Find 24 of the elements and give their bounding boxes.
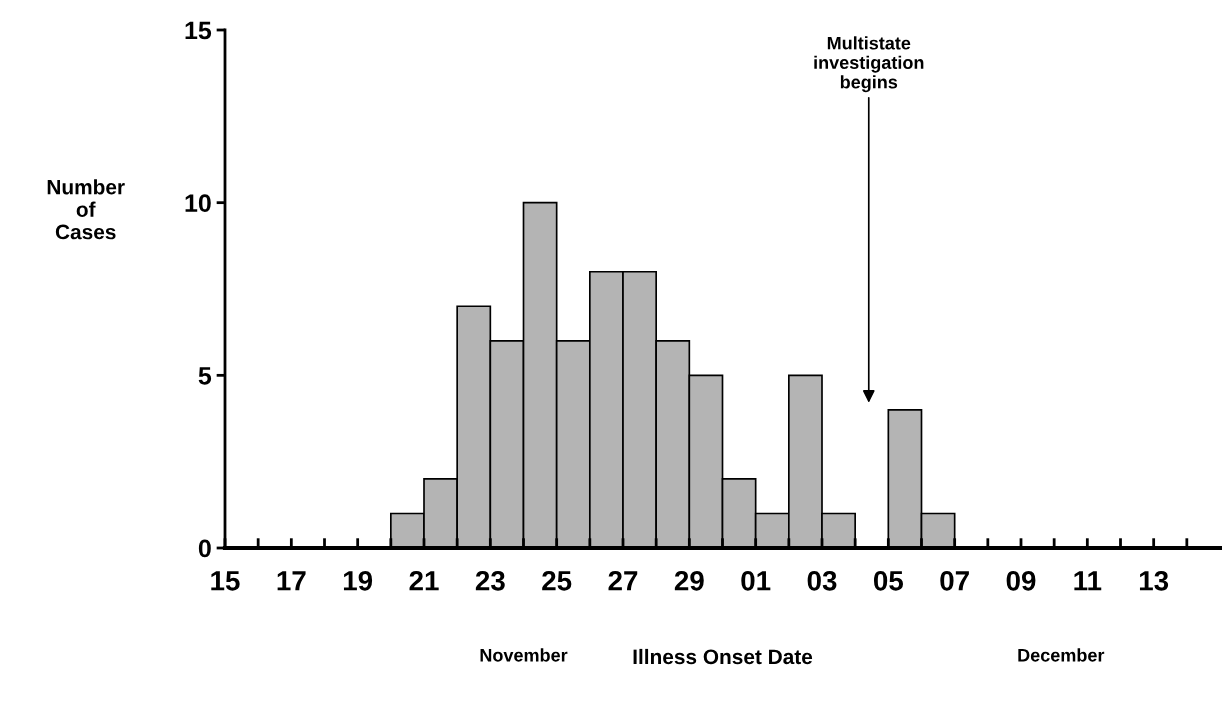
y-tick-label: 5 [198,367,212,385]
x-tick-label: 25 [542,570,572,591]
x-tick-label: 21 [409,570,439,591]
y-axis-title: Number of Cases [47,179,125,240]
x-tick-label: 07 [940,570,969,591]
text: December [1018,648,1105,662]
x-tick-label: 15 [211,571,240,591]
text: November [480,648,568,662]
x-axis-title: Illness Onset Date [633,648,813,665]
x-tick-label: 17 [277,571,306,591]
y-tick-label: 10 [185,194,211,212]
x-tick-label: 23 [475,570,505,591]
x-tick-label: 03 [807,570,837,591]
annotation: Multistate investigation begins [814,36,924,93]
x-tick-label: 01 [741,570,771,591]
y-tick-label: 0 [198,539,211,558]
x-tick-label: 11 [1074,571,1102,591]
y-tick-label: 15 [185,21,212,40]
x-tick-label: 27 [608,570,638,591]
x-tick-label: 29 [674,570,704,591]
x-tick-label: 09 [1006,570,1036,591]
x-tick-label: 19 [343,570,373,591]
x-tick-label: 13 [1139,570,1169,591]
x-tick-label: 05 [873,570,904,591]
